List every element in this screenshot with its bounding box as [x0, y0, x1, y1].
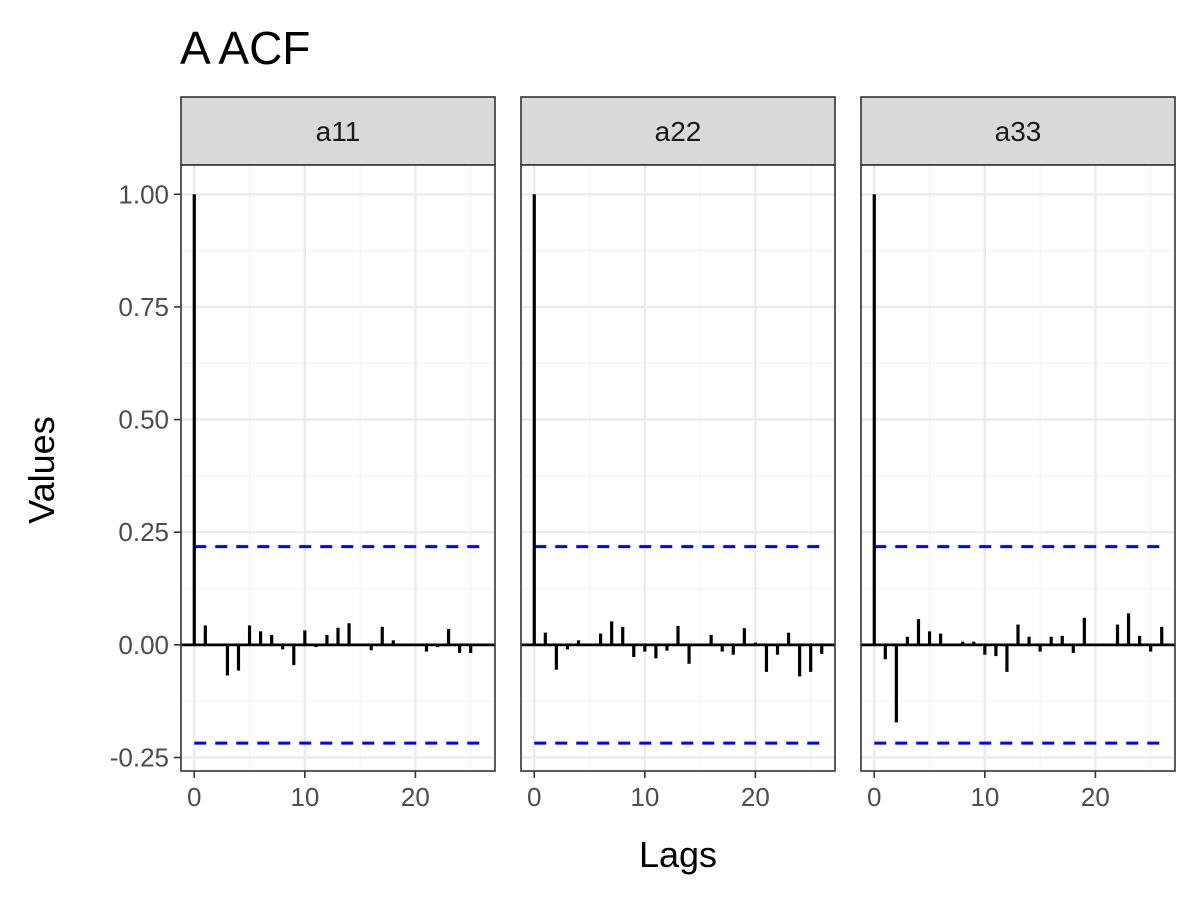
x-tick-label: 0 — [187, 782, 201, 812]
facet-strip-label: a33 — [995, 116, 1042, 147]
facet-panel-a33: a33 0 10 20 — [860, 96, 1176, 812]
panel-border — [520, 164, 836, 772]
panel-border — [180, 164, 496, 772]
x-tick-label: 20 — [741, 782, 770, 812]
plot-background — [521, 165, 835, 771]
x-tick-label: 20 — [1081, 782, 1110, 812]
panel-border — [860, 164, 1176, 772]
facet-panel-a22: a22 0 10 20 — [520, 96, 836, 812]
y-axis: -0.25 0.00 0.25 0.50 0.75 1.00 — [110, 179, 181, 772]
x-tick-label: 20 — [401, 782, 430, 812]
x-tick-label: 0 — [527, 782, 541, 812]
y-tick-label: 0.00 — [118, 630, 169, 660]
x-tick-label: 10 — [970, 782, 999, 812]
y-tick-label: 1.00 — [118, 179, 169, 209]
facet-strip — [520, 96, 836, 166]
x-tick-label: 0 — [867, 782, 881, 812]
x-tick-label: 10 — [630, 782, 659, 812]
plot-background — [861, 165, 1175, 771]
x-tick-label: 10 — [290, 782, 319, 812]
facet-strip-label: a22 — [655, 116, 702, 147]
facet-strip — [860, 96, 1176, 166]
y-tick-label: -0.25 — [110, 742, 169, 772]
chart-title: A ACF — [180, 22, 310, 74]
y-axis-title: Values — [21, 416, 62, 523]
x-axis-title: Lags — [639, 834, 717, 875]
y-tick-label: 0.50 — [118, 405, 169, 435]
y-tick-label: 0.75 — [118, 292, 169, 322]
plot-background — [181, 165, 495, 771]
y-tick-label: 0.25 — [118, 517, 169, 547]
facet-strip-label: a11 — [316, 116, 361, 147]
facet-strip — [180, 96, 496, 166]
facet-panels: a11 0 10 20 a22 0 10 20 a33 0 10 20 — [180, 96, 1176, 812]
facet-panel-a11: a11 0 10 20 — [180, 96, 496, 812]
